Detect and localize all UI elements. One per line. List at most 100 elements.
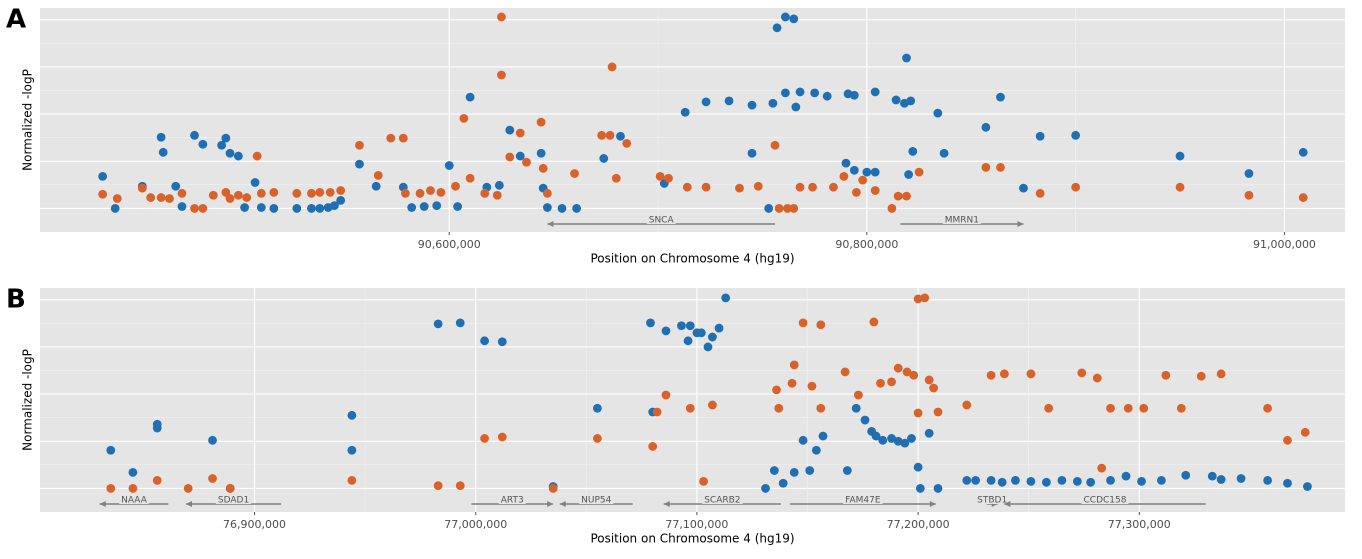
point bbox=[570, 169, 579, 178]
point bbox=[433, 481, 443, 490]
point bbox=[1077, 368, 1087, 378]
point bbox=[701, 182, 711, 192]
point bbox=[770, 140, 780, 150]
point bbox=[158, 147, 168, 157]
point bbox=[696, 328, 706, 338]
point bbox=[906, 96, 916, 106]
point bbox=[933, 484, 943, 493]
point bbox=[1157, 476, 1166, 485]
point bbox=[708, 332, 717, 342]
point bbox=[1137, 476, 1146, 486]
arrow-head bbox=[547, 501, 554, 507]
point bbox=[198, 204, 208, 213]
point bbox=[307, 204, 316, 213]
point bbox=[913, 408, 923, 418]
point bbox=[781, 88, 790, 98]
point bbox=[798, 435, 808, 445]
point bbox=[453, 202, 462, 211]
arrow-head bbox=[929, 501, 936, 507]
point bbox=[98, 171, 108, 181]
point bbox=[685, 403, 695, 413]
point bbox=[683, 336, 693, 346]
gene-label: ART3 bbox=[501, 496, 524, 506]
point bbox=[1044, 403, 1054, 413]
point bbox=[330, 201, 339, 210]
point bbox=[256, 203, 266, 212]
point bbox=[774, 403, 784, 413]
point bbox=[909, 370, 919, 380]
point bbox=[171, 181, 181, 191]
point bbox=[900, 438, 910, 448]
point bbox=[805, 466, 815, 475]
point bbox=[822, 91, 832, 101]
gene-label: FAM47E bbox=[845, 496, 881, 506]
point bbox=[871, 431, 881, 441]
point bbox=[769, 466, 779, 475]
point bbox=[401, 188, 410, 198]
point bbox=[996, 162, 1005, 172]
point bbox=[858, 175, 868, 185]
point bbox=[849, 90, 859, 100]
point bbox=[924, 428, 934, 438]
point bbox=[721, 293, 731, 303]
point bbox=[811, 445, 821, 455]
arrow-head bbox=[99, 501, 106, 507]
point bbox=[455, 318, 465, 328]
point bbox=[878, 435, 888, 445]
point bbox=[1086, 477, 1096, 487]
point bbox=[783, 204, 792, 213]
point bbox=[913, 294, 923, 304]
point bbox=[962, 476, 972, 485]
point bbox=[764, 204, 774, 213]
point bbox=[548, 484, 558, 493]
gene-label: SDAD1 bbox=[218, 496, 249, 506]
point bbox=[869, 317, 879, 327]
point bbox=[1263, 403, 1272, 413]
plot-background bbox=[40, 288, 1345, 512]
point bbox=[724, 96, 734, 106]
point bbox=[664, 173, 673, 183]
gene-label-bg bbox=[215, 495, 252, 504]
point bbox=[789, 14, 799, 24]
point bbox=[685, 321, 695, 331]
point bbox=[996, 92, 1005, 102]
point bbox=[198, 139, 208, 149]
arrow-head bbox=[547, 221, 554, 227]
point bbox=[110, 204, 120, 213]
point bbox=[426, 186, 435, 195]
point bbox=[494, 180, 504, 190]
gene-label: MMRN1 bbox=[945, 216, 979, 226]
panel-label: A bbox=[6, 5, 26, 35]
point bbox=[1300, 427, 1310, 437]
point bbox=[1011, 476, 1020, 485]
point bbox=[849, 165, 859, 175]
point bbox=[433, 319, 443, 329]
arrow-head bbox=[185, 501, 192, 507]
point bbox=[1097, 463, 1107, 473]
point bbox=[753, 181, 763, 191]
point bbox=[225, 484, 235, 493]
point bbox=[605, 130, 615, 140]
point bbox=[572, 204, 582, 213]
point bbox=[981, 122, 991, 132]
gene-label-bg bbox=[119, 495, 149, 504]
point bbox=[682, 182, 692, 192]
point bbox=[221, 133, 231, 143]
point bbox=[480, 434, 489, 443]
point bbox=[106, 445, 116, 455]
point bbox=[795, 87, 805, 97]
gene-label: CCDC158 bbox=[1084, 496, 1127, 506]
point bbox=[419, 202, 429, 211]
point bbox=[648, 442, 658, 451]
point bbox=[829, 182, 838, 192]
point bbox=[842, 466, 852, 475]
point bbox=[233, 151, 243, 161]
point bbox=[708, 400, 717, 410]
point bbox=[862, 167, 872, 177]
gene-label: NUP54 bbox=[581, 496, 611, 506]
point bbox=[225, 148, 235, 158]
point bbox=[599, 154, 609, 163]
point bbox=[1123, 403, 1133, 413]
point bbox=[497, 12, 506, 22]
point bbox=[902, 53, 911, 63]
